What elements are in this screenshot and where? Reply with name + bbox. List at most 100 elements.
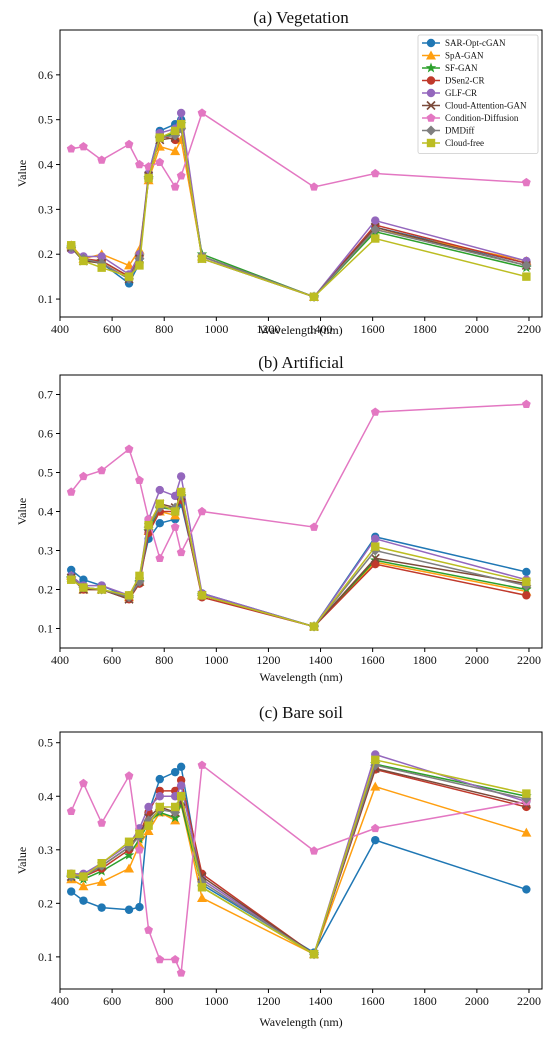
data-point [124, 260, 135, 270]
x-tick-label: 1800 [413, 994, 437, 1008]
x-tick-label: 2000 [465, 322, 489, 336]
data-point [176, 547, 186, 557]
series-dsen2-cr [67, 765, 531, 959]
series-glf-cr [67, 472, 531, 631]
data-point [309, 846, 319, 855]
data-point [521, 260, 532, 271]
x-tick-label: 600 [103, 653, 121, 667]
x-tick-label: 400 [51, 653, 69, 667]
legend: SAR-Opt-cGAN SpA-GAN SF-GAN DSen2-CR GLF-CR C… [417, 34, 539, 154]
data-point [370, 823, 380, 833]
data-point [170, 767, 180, 777]
legend-marker [425, 62, 437, 73]
series-sar-opt-cgan [67, 762, 531, 957]
y-tick-label: 0.3 [38, 202, 53, 216]
series-line [70, 763, 527, 976]
data-point [170, 146, 181, 156]
data-point [521, 177, 531, 187]
y-tick-label: 0.5 [38, 466, 53, 480]
data-point [522, 885, 531, 894]
data-point [197, 108, 207, 117]
y-tick-label: 0.2 [38, 247, 53, 261]
legend-entry: Cloud-free [445, 138, 484, 148]
series-line [70, 785, 527, 956]
legend-entry: DSen2-CR [445, 76, 485, 86]
data-point [521, 399, 531, 408]
legend-box [417, 34, 539, 154]
data-point [155, 792, 164, 801]
legend-marker [426, 125, 436, 136]
x-tick-label: 600 [103, 994, 121, 1008]
data-point [155, 954, 165, 964]
data-point [176, 792, 186, 801]
data-point [135, 261, 144, 270]
data-point [78, 881, 89, 891]
legend-entry: SpA-GAN [445, 51, 484, 61]
x-tick-label: 800 [155, 994, 173, 1008]
y-tick-label: 0.6 [38, 427, 53, 441]
legend-entry: GLF-CR [445, 88, 477, 98]
data-point [67, 241, 76, 250]
data-point [135, 475, 144, 485]
series-cloud-attention-gan [66, 491, 531, 632]
y-axis-label: Value [15, 498, 29, 525]
data-point [176, 472, 186, 481]
x-tick-label: 2200 [517, 653, 541, 667]
plot-frame [59, 29, 543, 318]
x-tick-label: 1000 [204, 994, 228, 1008]
data-point [197, 254, 207, 263]
data-point [371, 542, 380, 551]
series-spa-gan [66, 487, 532, 631]
data-point [522, 577, 531, 586]
series-line [70, 765, 527, 954]
data-point [143, 826, 154, 836]
x-tick-label: 1800 [413, 322, 437, 336]
chart-panel-1: (a) Vegetation 400 600 800 1000 1200 1400 1600 1… [15, 8, 543, 337]
data-point [522, 567, 531, 577]
legend-marker [426, 113, 436, 122]
series-cloud-free [67, 487, 531, 631]
data-point [176, 108, 186, 118]
data-point [155, 499, 164, 508]
series-spa-gan [66, 134, 532, 301]
data-point [97, 858, 106, 868]
x-tick-label: 1000 [204, 653, 228, 667]
chart-title: (a) Vegetation [253, 8, 349, 27]
y-tick-label: 0.1 [38, 292, 53, 306]
data-point [97, 252, 106, 261]
series-line [71, 763, 527, 956]
data-point [79, 256, 88, 266]
x-tick-label: 1200 [256, 994, 280, 1008]
x-tick-label: 1400 [309, 653, 333, 667]
data-point [67, 575, 76, 584]
data-point [66, 806, 76, 815]
data-point [135, 571, 144, 581]
series-condition-diffusion [66, 399, 531, 563]
data-point [135, 845, 144, 854]
legend-entry: DMDiff [445, 126, 474, 136]
data-point [309, 949, 319, 959]
data-point [196, 892, 207, 902]
data-point [176, 487, 186, 497]
legend-marker [426, 50, 436, 60]
y-tick-label: 0.2 [38, 583, 53, 597]
data-point [309, 522, 319, 531]
x-tick-label: 800 [155, 322, 173, 336]
x-tick-label: 600 [103, 322, 121, 336]
data-point [155, 553, 165, 563]
chart-panel-3: (c) Bare soil 400 600 800 1000 1200 1400 1600 18… [15, 703, 543, 1029]
series-line [71, 758, 527, 956]
data-point [370, 407, 380, 416]
y-tick-label: 0.4 [38, 505, 53, 519]
series-dmdiff [66, 760, 532, 960]
data-point [124, 863, 135, 873]
data-point [521, 827, 532, 837]
data-point [66, 144, 76, 153]
chart-title: (b) Artificial [258, 353, 344, 372]
data-point [155, 485, 164, 495]
y-axis-label: Value [15, 160, 29, 187]
data-point [371, 534, 380, 543]
x-tick-label: 2200 [517, 322, 541, 336]
legend-marker [426, 38, 436, 48]
